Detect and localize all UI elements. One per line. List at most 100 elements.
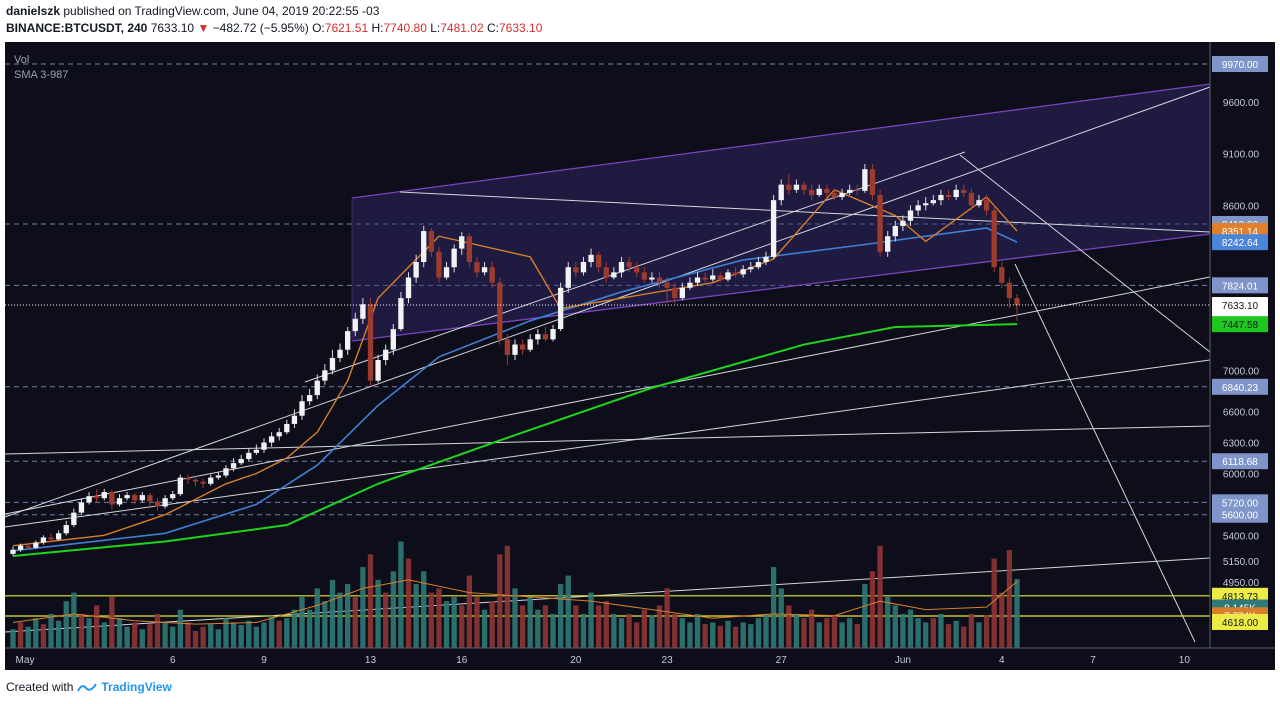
candle-body-0: [10, 549, 16, 554]
candle-body-66: [512, 344, 518, 355]
candle-body-130: [999, 267, 1005, 283]
candle-body-40: [314, 380, 320, 396]
candle-body-92: [710, 275, 716, 280]
close-value: 7633.10: [498, 21, 543, 35]
trendline-9: [1014, 263, 1196, 643]
volume-bar-102: [786, 605, 792, 648]
candle-body-109: [839, 192, 845, 198]
volume-bar-12: [101, 622, 107, 648]
volume-bar-122: [938, 613, 944, 648]
volume-bar-82: [634, 622, 640, 648]
candle-body-14: [116, 498, 123, 505]
chart-frame[interactable]: 9600.00 9100.00 8600.00 7000.00 6600.00 6300.…: [4, 42, 1275, 670]
trendline-3: [4, 359, 1211, 528]
volume-bar-51: [398, 541, 404, 648]
volume-bar-81: [626, 613, 632, 648]
candle-body-19: [154, 501, 161, 507]
candle-body-88: [679, 287, 685, 299]
trendline-2: [4, 276, 1211, 515]
y-tick-label-7: 5400.00: [1223, 531, 1260, 542]
volume-bar-19: [154, 613, 161, 648]
volume-bar-1: [17, 622, 24, 648]
candle-body-111: [854, 189, 860, 191]
volume-bar-36: [284, 618, 290, 648]
candle-body-43: [337, 349, 343, 358]
volume-bar-17: [139, 629, 145, 648]
volume-bar-112: [862, 584, 868, 648]
candle-body-29: [230, 463, 237, 469]
volume-bar-69: [535, 609, 541, 648]
horizontal-levels: [5, 63, 1210, 516]
volume-bar-59: [459, 605, 465, 648]
volume-bar-74: [573, 605, 579, 648]
volume-bar-27: [215, 629, 222, 648]
candle-body-74: [573, 267, 579, 273]
candle-body-2: [25, 545, 31, 548]
volume-bar-29: [230, 622, 237, 648]
candle-body-21: [170, 494, 176, 499]
y-tick-label-2: 8600.00: [1223, 201, 1260, 212]
candle-body-71: [550, 329, 556, 340]
volume-bar-129: [991, 558, 997, 648]
candle-body-12: [101, 492, 107, 499]
y-tick-label-9: 4950.00: [1223, 578, 1260, 589]
open-value: 7621.51: [324, 21, 369, 35]
legend-sma: SMA 3-987: [14, 69, 68, 81]
candle-body-6: [55, 533, 62, 540]
volume-bar-53: [413, 584, 419, 648]
volume-bar-71: [550, 613, 556, 648]
y-tick-label-3: 7000.00: [1223, 366, 1260, 377]
candle-body-44: [345, 331, 351, 350]
tradingview-logo-icon: [77, 683, 98, 692]
time-axis-bg: [5, 648, 1275, 670]
candle-body-102: [786, 184, 792, 190]
price-chart[interactable]: 9600.00 9100.00 8600.00 7000.00 6600.00 6300.…: [4, 42, 1275, 670]
volume-bar-8: [71, 592, 77, 648]
price-label-bg-5: [1212, 297, 1268, 314]
price-label-bg-3: [1212, 234, 1268, 251]
volume-bar-50: [390, 571, 396, 648]
volume-bar-10: [86, 618, 92, 648]
candle-body-47: [367, 304, 374, 381]
candle-body-50: [390, 329, 396, 350]
trendline-8: [959, 154, 1211, 353]
volume-bar-55: [428, 592, 434, 648]
candle-body-7: [63, 525, 69, 534]
volume-bar-41: [322, 601, 328, 648]
candle-body-10: [86, 496, 92, 503]
volume-bar-57: [443, 601, 450, 648]
price-label-bg-9: [1212, 453, 1268, 470]
x-tick-label-0: May: [16, 655, 35, 666]
volume-bar-107: [824, 618, 830, 648]
volume-bar-109: [839, 622, 845, 648]
author-name[interactable]: danielszk: [6, 4, 61, 18]
trendline-6: [399, 191, 1211, 233]
volume-bar-130: [999, 592, 1005, 648]
x-tick-label-10: 7: [1090, 655, 1096, 666]
volume-bar-78: [603, 601, 609, 648]
volume-bar-108: [831, 615, 838, 648]
candle-body-42: [329, 357, 336, 371]
candle-body-101: [778, 184, 784, 201]
candle-body-116: [892, 225, 898, 237]
candle-body-13: [109, 492, 115, 505]
x-tick-label-5: 20: [570, 655, 582, 666]
x-tick-label-2: 9: [261, 655, 267, 666]
tradingview-brand[interactable]: TradingView: [101, 680, 172, 694]
high-label: H:: [371, 21, 384, 35]
candle-body-46: [360, 304, 366, 319]
volume-bar-16: [132, 622, 138, 648]
volume-bar-94: [725, 620, 731, 648]
volume-bar-111: [854, 624, 860, 648]
candle-body-54: [421, 231, 427, 263]
candle-body-60: [466, 236, 473, 263]
candle-body-86: [664, 282, 670, 288]
x-tick-label-7: 27: [776, 655, 788, 666]
candle-body-36: [284, 423, 290, 433]
price-label-2: 8351.14: [1222, 227, 1259, 238]
candle-body-30: [238, 459, 244, 464]
y-tick-label-5: 6300.00: [1223, 439, 1260, 450]
volume-bar-22: [177, 609, 183, 648]
volume-bar-126: [968, 613, 975, 648]
ma-slow-line: [12, 323, 1018, 557]
